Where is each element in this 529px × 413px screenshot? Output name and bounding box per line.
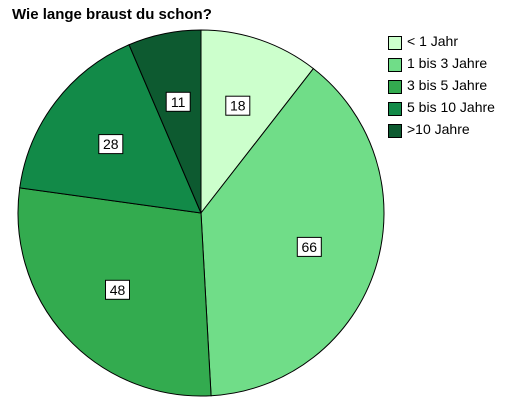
data-label-3-bis-5-jahre: 48 <box>105 279 130 300</box>
data-label-box <box>105 279 130 300</box>
legend-swatch <box>388 36 402 50</box>
data-label-box <box>98 134 124 155</box>
data-label-value: 28 <box>103 136 119 152</box>
legend-item-5-bis-10-jahre: 5 bis 10 Jahre <box>388 99 523 119</box>
pie-slice-5-bis-10-jahre <box>19 44 202 214</box>
data-label-value: 48 <box>110 282 126 298</box>
legend-label: 3 bis 5 Jahre <box>407 77 488 93</box>
data-label-1-jahr: 18 <box>225 95 251 116</box>
pie-slice-10-jahre <box>128 29 202 214</box>
data-label-box <box>165 91 191 112</box>
legend-item-10-jahre: >10 Jahre <box>388 121 523 141</box>
legend-label: 1 bis 3 Jahre <box>407 55 488 71</box>
legend-item-3-bis-5-jahre: 3 bis 5 Jahre <box>388 77 523 97</box>
legend-label: >10 Jahre <box>407 121 470 137</box>
data-label-value: 18 <box>230 98 246 114</box>
chart-title: Wie lange braust du schon? <box>12 6 212 23</box>
pie-slice-1-jahr <box>200 29 315 215</box>
legend-label: < 1 Jahr <box>407 33 458 49</box>
data-label-10-jahre: 11 <box>165 91 191 112</box>
data-label-box <box>296 236 322 257</box>
legend-swatch <box>388 80 402 94</box>
data-label-box <box>225 95 251 116</box>
legend-swatch <box>388 102 402 116</box>
legend: < 1 Jahr 1 bis 3 Jahre 3 bis 5 Jahre 5 bis … <box>388 33 523 143</box>
data-label-1-bis-3-jahre: 66 <box>296 236 322 257</box>
legend-item-1-bis-3-jahre: 1 bis 3 Jahre <box>388 55 523 75</box>
legend-item-1-jahr: < 1 Jahr <box>388 33 523 53</box>
legend-swatch <box>388 58 402 72</box>
data-label-value: 66 <box>302 239 318 255</box>
pie-slice-1-bis-3-jahre <box>200 67 385 397</box>
data-label-value: 11 <box>171 94 186 110</box>
legend-swatch <box>388 124 402 138</box>
legend-label: 5 bis 10 Jahre <box>407 99 495 115</box>
data-label-5-bis-10-jahre: 28 <box>98 134 124 155</box>
